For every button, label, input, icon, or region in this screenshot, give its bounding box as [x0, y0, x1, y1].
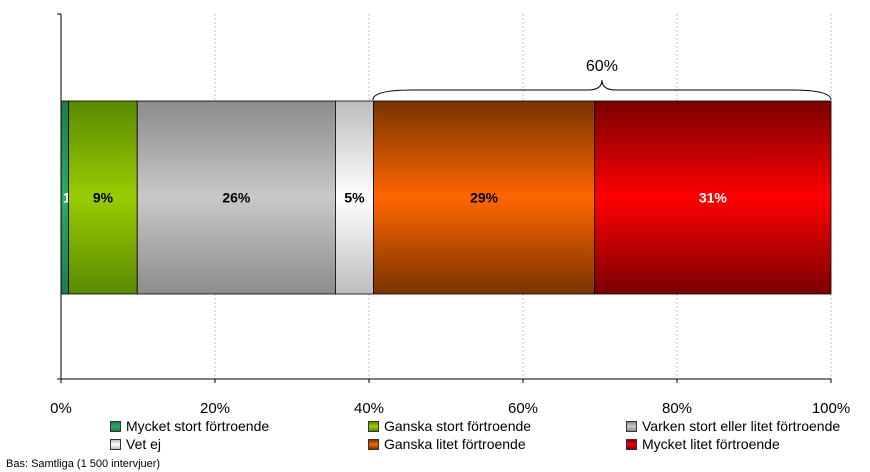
brace: [372, 79, 832, 101]
legend-item: Ganska litet förtroende: [368, 436, 526, 452]
bar-segment: [594, 100, 832, 295]
legend-swatch: [626, 420, 637, 432]
bar-segment: [136, 100, 336, 295]
bar-segments: 1%9%26%5%29%31%: [60, 100, 832, 295]
legend-label: Vet ej: [126, 436, 162, 452]
legend-swatch: [626, 438, 637, 450]
legend-label: Ganska litet förtroende: [384, 436, 526, 452]
x-tick-label: 100%: [812, 400, 850, 417]
legend-swatch: [110, 420, 121, 432]
legend-swatch: [368, 420, 379, 432]
gridlines: [214, 14, 832, 379]
brace-annotation: 60%: [372, 58, 832, 101]
legend-item: Mycket litet förtroende: [626, 436, 780, 452]
brace-label: 60%: [586, 58, 618, 75]
legend-label: Mycket stort förtroende: [126, 418, 270, 434]
legend-item: Ganska stort förtroende: [368, 418, 531, 434]
legend-swatch: [110, 438, 121, 450]
x-tick-label: 0%: [50, 400, 72, 417]
x-tick-label: 40%: [354, 400, 384, 417]
bar-segment: [373, 100, 596, 295]
legend-item: Mycket stort förtroende: [110, 418, 269, 434]
data-label: 26%: [222, 190, 251, 206]
data-label: 29%: [470, 190, 499, 206]
x-tick-label: 80%: [662, 400, 692, 417]
bar-segment: [335, 100, 374, 295]
footnote: Bas: Samtliga (1 500 intervjuer): [6, 458, 161, 470]
x-tick-label: 20%: [200, 400, 230, 417]
legend-label: Ganska stort förtroende: [384, 418, 532, 434]
legend-item: Varken stort eller litet förtroende: [626, 418, 840, 434]
legend-label: Varken stort eller litet förtroende: [642, 418, 841, 434]
data-label: 9%: [93, 190, 114, 206]
data-label: 5%: [344, 190, 365, 206]
data-label: 31%: [699, 190, 728, 206]
axes: 0% 20% 40% 60% 80% 100%: [50, 13, 850, 417]
legend-item: Vet ej: [110, 436, 161, 452]
legend-swatch: [368, 438, 379, 450]
legend-label: Mycket litet förtroende: [642, 436, 780, 452]
x-tick-label: 60%: [508, 400, 538, 417]
